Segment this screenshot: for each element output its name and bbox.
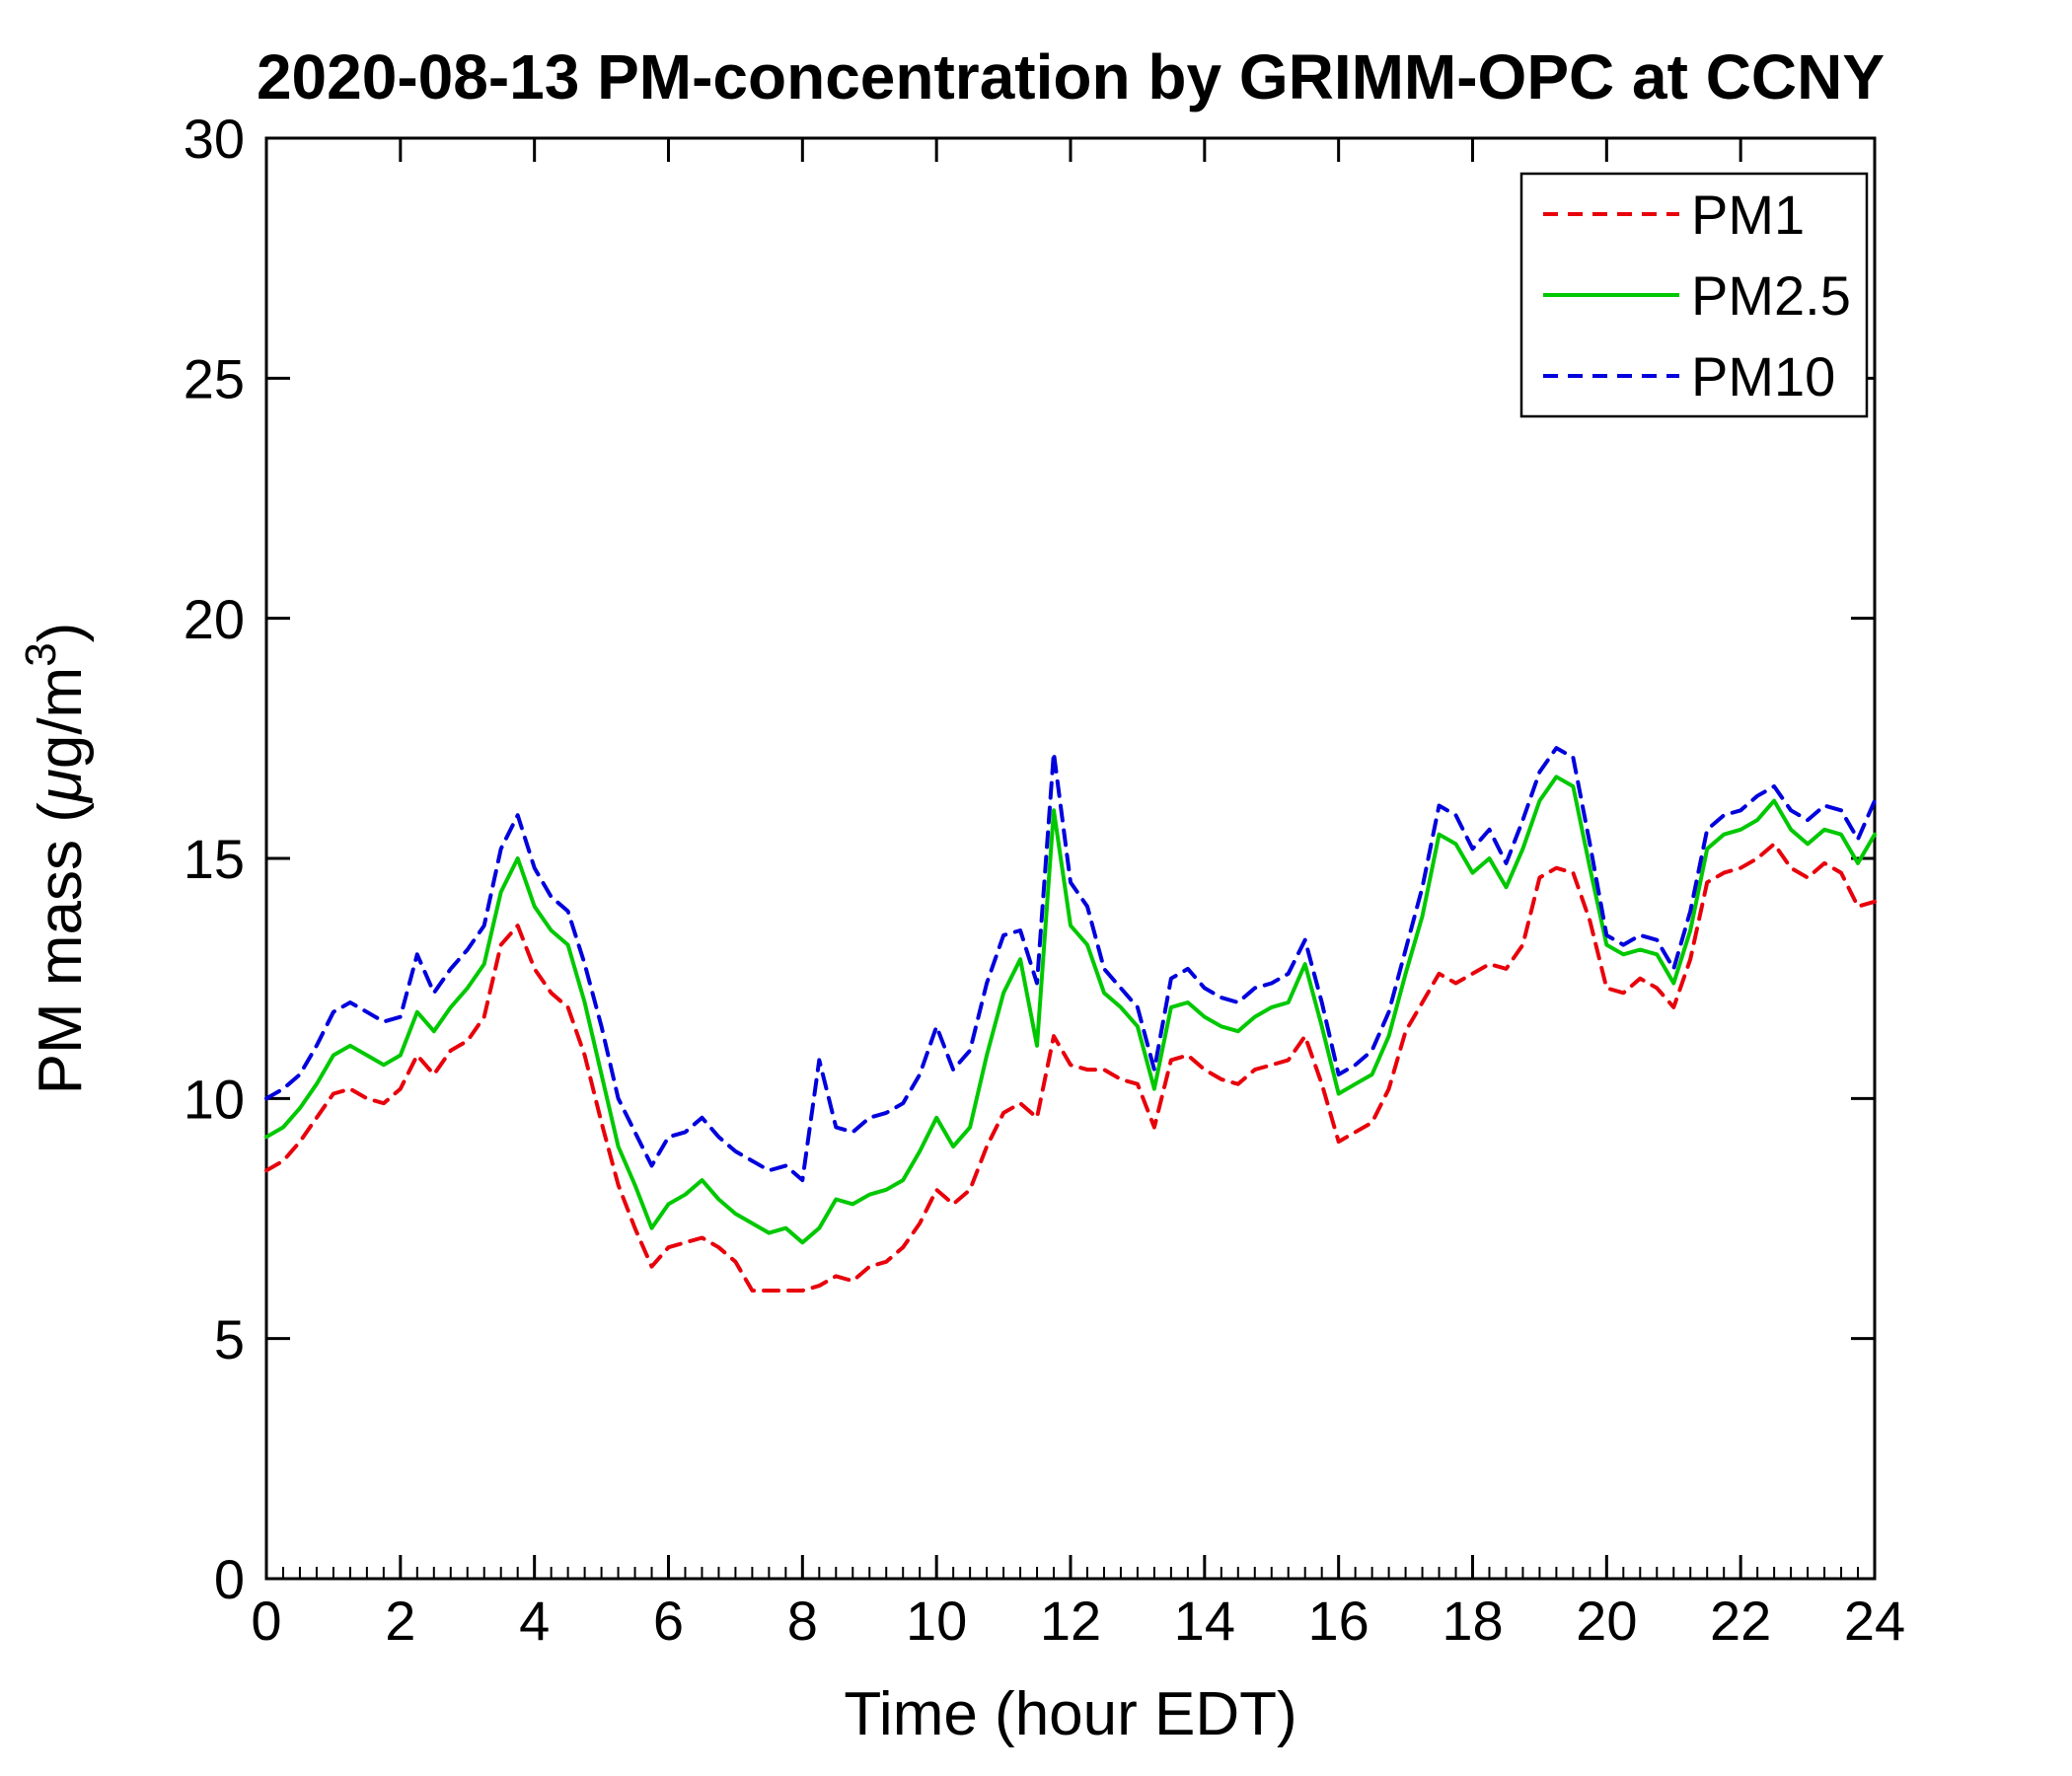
pm25-line <box>264 775 1877 1245</box>
x-tick-label: 2 <box>385 1590 415 1652</box>
x-tick-label: 14 <box>1174 1590 1235 1652</box>
y-tick-label: 30 <box>184 108 245 170</box>
legend-label-pm25: PM2.5 <box>1691 264 1851 327</box>
x-tick-label: 4 <box>519 1590 550 1652</box>
x-axis-label: Time (hour EDT) <box>844 1680 1296 1748</box>
chart-title: 2020-08-13 PM-concentration by GRIMM-OPC… <box>257 41 1885 112</box>
x-tick-label: 6 <box>653 1590 684 1652</box>
y-tick-label: 5 <box>214 1308 245 1370</box>
legend-label-pm1: PM1 <box>1691 184 1805 246</box>
y-tick-label: 25 <box>184 347 245 409</box>
y-tick-label: 15 <box>184 828 245 890</box>
x-tick-label: 20 <box>1576 1590 1637 1652</box>
x-tick-label: 18 <box>1442 1590 1503 1652</box>
y-tick-label: 20 <box>184 588 245 650</box>
y-tick-label: 10 <box>184 1068 245 1130</box>
legend-label-pm10: PM10 <box>1691 345 1835 407</box>
pm1-line <box>264 842 1877 1293</box>
x-tick-label: 24 <box>1844 1590 1905 1652</box>
x-tick-label: 10 <box>906 1590 967 1652</box>
legend-entry-pm10: PM10 <box>1543 345 1835 407</box>
series-lines <box>264 746 1877 1293</box>
x-tick-label: 16 <box>1308 1590 1369 1652</box>
legend: PM1 PM2.5 PM10 <box>1519 172 1869 418</box>
x-tick-label: 22 <box>1710 1590 1771 1652</box>
y-axis-label: PM mass (μg/m3) <box>17 623 95 1095</box>
pm10-line <box>264 746 1877 1183</box>
legend-entry-pm25: PM2.5 <box>1543 264 1851 327</box>
x-tick-label: 0 <box>251 1590 281 1652</box>
y-tick-label: 0 <box>214 1548 245 1610</box>
legend-entry-pm1: PM1 <box>1543 184 1805 246</box>
x-tick-label: 8 <box>787 1590 818 1652</box>
x-tick-label: 12 <box>1040 1590 1101 1652</box>
